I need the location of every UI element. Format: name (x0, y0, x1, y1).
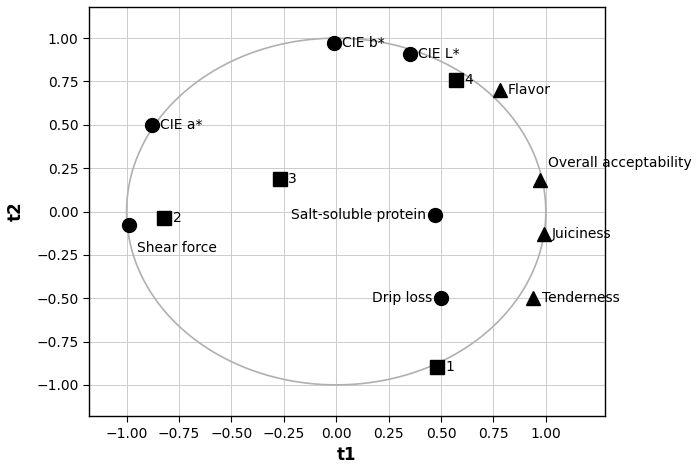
Y-axis label: t2: t2 (7, 202, 25, 221)
Text: 2: 2 (173, 211, 182, 226)
Text: Flavor: Flavor (508, 83, 551, 97)
Text: CIE a*: CIE a* (160, 118, 203, 132)
Text: Juiciness: Juiciness (552, 227, 612, 241)
Text: CIE L*: CIE L* (418, 47, 459, 61)
Text: Tenderness: Tenderness (541, 291, 619, 305)
Text: Drip loss: Drip loss (372, 291, 433, 305)
Text: 3: 3 (288, 172, 296, 187)
Text: CIE b*: CIE b* (342, 36, 385, 50)
Text: Overall acceptability: Overall acceptability (548, 156, 692, 170)
Text: Shear force: Shear force (137, 241, 217, 255)
Text: Salt-soluble protein: Salt-soluble protein (292, 208, 427, 222)
Text: 1: 1 (445, 360, 454, 374)
Text: 4: 4 (464, 73, 473, 87)
X-axis label: t1: t1 (337, 446, 356, 464)
